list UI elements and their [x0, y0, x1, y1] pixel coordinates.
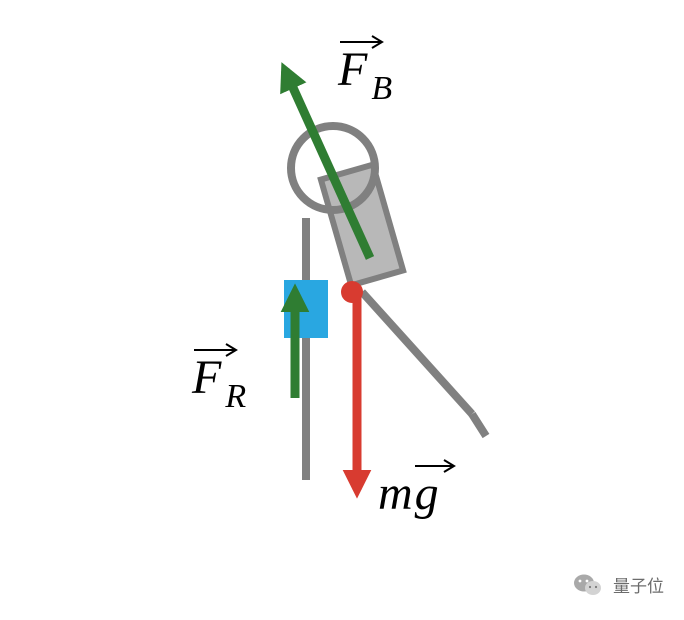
watermark: 量子位 [573, 571, 664, 598]
label-fb-main: F [338, 43, 367, 96]
label-fr-sub: R [225, 378, 246, 415]
label-fr-main: F [192, 351, 221, 404]
force-fb-arrow [285, 70, 370, 258]
label-mg-vector: g [415, 467, 439, 520]
force-diagram: FB FR mg [0, 0, 684, 620]
label-mg-prefix: m [378, 467, 413, 520]
watermark-text: 量子位 [613, 572, 664, 597]
label-mg: mg [378, 470, 439, 518]
back-thigh [362, 292, 472, 414]
label-fb: FB [338, 46, 392, 94]
label-fr: FR [192, 354, 246, 402]
back-shin [472, 414, 486, 436]
wechat-icon [573, 571, 603, 598]
pivot-dot [341, 281, 363, 303]
label-fb-sub: B [371, 70, 392, 107]
